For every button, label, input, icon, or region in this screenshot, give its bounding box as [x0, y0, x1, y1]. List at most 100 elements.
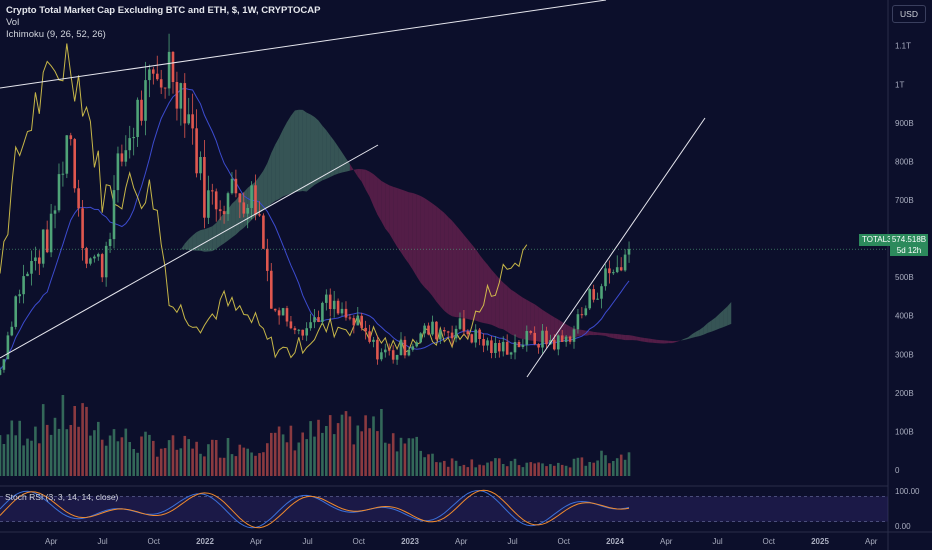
- volume-bar: [250, 452, 253, 476]
- candle-body: [384, 349, 387, 353]
- candle-body: [446, 331, 450, 333]
- candle-body: [148, 69, 151, 81]
- cloud-segment: [656, 339, 661, 344]
- candle-body: [93, 256, 96, 259]
- volume-bars: [0, 395, 631, 476]
- currency-button[interactable]: USD: [892, 5, 926, 23]
- cloud-segment: [621, 334, 626, 341]
- volume-bar: [179, 448, 183, 476]
- cloud-segment: [487, 264, 492, 325]
- time-axis-label: Oct: [148, 537, 161, 546]
- volume-bar: [77, 426, 80, 476]
- cloud-segment: [412, 193, 417, 277]
- volume-bar: [395, 451, 399, 476]
- candle-body: [340, 308, 344, 314]
- cloud-segment: [660, 340, 665, 344]
- time-axis-label: Jul: [712, 537, 722, 546]
- stoch-rsi-label[interactable]: Stoch RSI (3, 3, 14, 14, close): [5, 492, 119, 502]
- cloud-segment: [373, 174, 378, 215]
- candle-body: [0, 369, 2, 375]
- cloud-segment: [310, 114, 315, 189]
- volume-bar: [112, 429, 116, 476]
- price-axis-label: 1T: [895, 80, 904, 89]
- cloud-segment: [448, 217, 453, 317]
- cloud-segment: [318, 120, 323, 183]
- volume-bar: [38, 443, 41, 476]
- cloud-segment: [727, 301, 732, 326]
- stoch-axis-label: 0.00: [895, 522, 911, 531]
- candle-body: [234, 178, 238, 194]
- volume-bar: [218, 457, 222, 476]
- volume-bar: [517, 465, 521, 476]
- cloud-segment: [601, 332, 606, 336]
- time-axis-label: Jul: [97, 537, 107, 546]
- cloud-segment: [715, 313, 720, 331]
- candle-body: [360, 315, 363, 328]
- candle-body: [553, 340, 556, 350]
- candles: [0, 33, 631, 376]
- volume-bar: [596, 460, 599, 476]
- candle-body: [97, 254, 100, 257]
- time-axis-label: Apr: [45, 537, 58, 546]
- stoch-band: [0, 496, 888, 522]
- candle-body: [116, 153, 120, 191]
- cloud-segment: [416, 194, 421, 283]
- cloud-segment: [220, 213, 225, 246]
- candle-body: [81, 208, 84, 249]
- candle-body: [344, 308, 348, 318]
- volume-bar: [576, 457, 580, 476]
- volume-bar: [387, 443, 391, 476]
- candle-body: [376, 339, 379, 360]
- volume-bar: [14, 435, 17, 476]
- candle-body: [108, 239, 112, 246]
- cloud-segment: [703, 323, 708, 335]
- volume-bar: [266, 443, 269, 476]
- volume-bar: [203, 456, 206, 476]
- volume-bar: [509, 461, 513, 476]
- cloud-segment: [707, 320, 712, 333]
- time-axis-label: Oct: [353, 537, 366, 546]
- candle-body: [572, 329, 576, 342]
- volume-bar: [348, 416, 352, 476]
- volume-bar: [167, 440, 171, 476]
- candle-body: [57, 174, 61, 211]
- volume-bar: [427, 454, 430, 476]
- volume-bar: [195, 441, 198, 476]
- candle-body: [415, 342, 418, 347]
- volume-bar: [152, 440, 155, 476]
- cloud-segment: [640, 337, 645, 342]
- candle-body: [321, 302, 324, 322]
- candle-body: [431, 321, 434, 335]
- candle-body: [612, 272, 615, 274]
- candle-body: [600, 286, 603, 299]
- candle-body: [238, 193, 242, 203]
- cloud-segment: [420, 195, 425, 288]
- cloud-segment: [231, 200, 236, 238]
- ichimoku-indicator-label[interactable]: Ichimoku (9, 26, 52, 26): [6, 29, 106, 40]
- cloud-segment: [216, 217, 221, 250]
- candle-body: [399, 339, 403, 355]
- cloud-segment: [503, 282, 508, 332]
- candle-body: [328, 294, 332, 309]
- volume-indicator-label[interactable]: Vol: [6, 17, 20, 28]
- volume-bar: [2, 444, 6, 476]
- volume-bar: [380, 409, 383, 476]
- candle-body: [380, 352, 383, 360]
- candle-body: [368, 331, 371, 342]
- volume-bar: [360, 431, 363, 476]
- cloud-segment: [326, 130, 331, 179]
- cloud-segment: [141, 295, 146, 302]
- cloud-segment: [196, 230, 201, 251]
- candle-body: [163, 87, 167, 89]
- candle-body: [171, 51, 175, 82]
- volume-bar: [557, 462, 560, 476]
- volume-bar: [85, 406, 88, 476]
- cloud-segment: [334, 140, 339, 176]
- candle-body: [18, 294, 21, 297]
- candle-body: [226, 193, 230, 215]
- volume-bar: [163, 448, 167, 476]
- cloud-segment: [287, 115, 291, 196]
- time-axis-label: 2022: [196, 537, 214, 546]
- candle-body: [281, 308, 285, 316]
